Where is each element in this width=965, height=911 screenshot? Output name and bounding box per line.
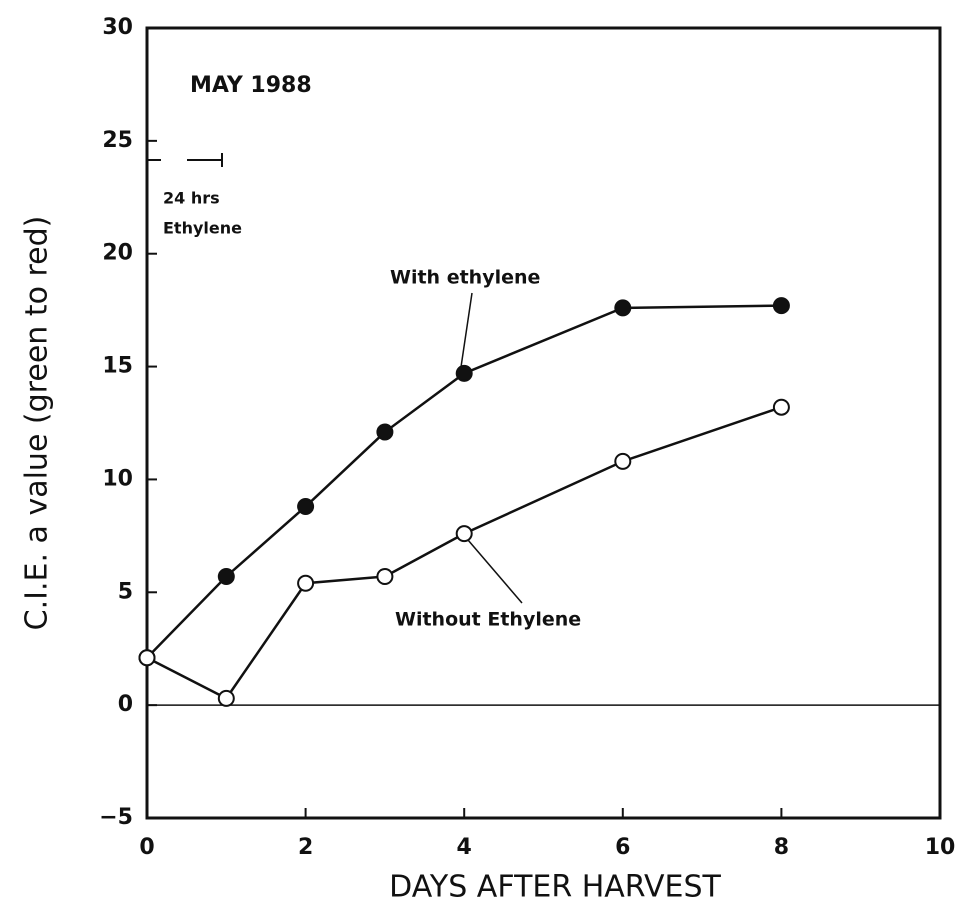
x-tick-label: 4 <box>457 835 472 860</box>
x-tick-label: 0 <box>139 835 154 860</box>
y-tick-label: 20 <box>102 241 133 266</box>
x-axis-label: DAYS AFTER HARVEST <box>389 870 721 905</box>
marker <box>614 299 632 317</box>
period-label: Ethylene <box>163 219 242 238</box>
plot-frame <box>145 26 942 820</box>
y-tick-label: 25 <box>102 128 133 153</box>
y-tick-label: −5 <box>99 805 133 830</box>
x-tick-label: 6 <box>615 835 630 860</box>
series-label: With ethylene <box>390 267 540 289</box>
leader-line <box>460 292 473 368</box>
series-line <box>146 406 782 700</box>
marker <box>376 423 394 441</box>
y-tick-label: 30 <box>102 15 133 40</box>
series-line <box>146 304 782 659</box>
period-label: 24 hrs <box>163 189 220 208</box>
marker <box>217 689 235 707</box>
marker <box>455 364 473 382</box>
y-tick-label: 15 <box>102 354 133 379</box>
x-tick-label: 8 <box>774 835 789 860</box>
y-tick-label: 5 <box>118 579 133 604</box>
marker <box>772 398 790 416</box>
y-tick-label: 10 <box>102 466 133 491</box>
marker <box>376 567 394 585</box>
marker <box>455 525 473 543</box>
leader-line <box>467 539 523 604</box>
x-tick-label: 10 <box>925 835 956 860</box>
marker <box>217 567 235 585</box>
x-tick-label: 2 <box>298 835 313 860</box>
marker <box>297 498 315 516</box>
marker <box>772 297 790 315</box>
marker <box>297 574 315 592</box>
marker <box>138 649 156 667</box>
y-axis-label: C.I.E. a value (green to red) <box>20 216 55 631</box>
y-tick-label: 0 <box>118 692 133 717</box>
series-label: Without Ethylene <box>395 609 581 631</box>
marker <box>614 452 632 470</box>
annotation: MAY 1988 <box>190 73 312 98</box>
